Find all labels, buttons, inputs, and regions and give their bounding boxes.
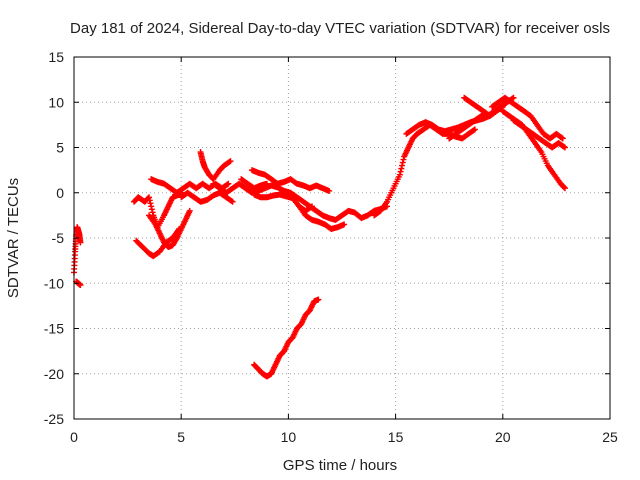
x-axis-ticks: 0 5 10 15 20 25: [70, 57, 618, 445]
x-tick-label: 10: [281, 429, 297, 445]
series-seg-m: [296, 203, 348, 232]
data-point: [227, 158, 234, 165]
data-point: [341, 221, 348, 228]
x-axis-label: GPS time / hours: [283, 457, 397, 474]
y-tick-label: -5: [52, 230, 65, 246]
x-tick-label: 0: [70, 429, 78, 445]
data-point: [228, 198, 235, 205]
x-tick-label: 25: [602, 429, 618, 445]
x-tick-label: 5: [177, 429, 185, 445]
data-point: [559, 135, 566, 142]
y-tick-label: -20: [44, 366, 64, 382]
y-tick-label: -25: [44, 411, 64, 427]
series-seg-h: [197, 149, 234, 183]
data-point: [263, 180, 270, 187]
data-point: [229, 198, 236, 205]
data-point: [77, 239, 84, 246]
data-point: [147, 200, 154, 207]
data-point: [148, 203, 155, 210]
data-point: [471, 126, 478, 133]
data-point: [226, 158, 233, 165]
y-tick-label: 0: [56, 185, 64, 201]
series-seg-r: [461, 94, 493, 119]
data-point: [561, 184, 568, 191]
grid-lines: [74, 57, 610, 419]
series-seg-j: [248, 167, 333, 194]
y-tick-label: -15: [44, 321, 64, 337]
series-seg-t: [499, 108, 568, 192]
data-point: [225, 180, 232, 187]
chart-title: Day 181 of 2024, Sidereal Day-to-day VTE…: [70, 20, 610, 37]
data-point: [315, 296, 322, 303]
data-points: [71, 94, 568, 380]
series-seg-n: [251, 296, 322, 380]
data-point: [558, 134, 565, 141]
data-point: [398, 165, 405, 172]
series-seg-u: [510, 117, 568, 151]
data-point: [148, 206, 155, 213]
y-tick-label: -10: [44, 275, 64, 291]
series-seg-s: [489, 94, 566, 142]
data-point: [307, 204, 314, 211]
data-point: [308, 203, 315, 210]
data-point: [486, 112, 493, 119]
data-point: [146, 194, 153, 201]
data-point: [326, 187, 333, 194]
data-point: [510, 94, 517, 101]
series-seg-e: [146, 207, 193, 251]
data-point: [560, 143, 567, 150]
y-tick-label: 10: [48, 94, 64, 110]
data-point: [224, 181, 231, 188]
y-axis-label: SDTVAR / TECUs: [5, 178, 22, 298]
data-point: [400, 156, 407, 163]
y-tick-label: 5: [56, 140, 64, 156]
series-seg-f: [148, 176, 232, 196]
data-point: [77, 282, 84, 289]
data-point: [149, 209, 156, 216]
y-axis-ticks: -25 -20 -15 -10 -5 0 5 10 15: [44, 49, 610, 427]
data-point: [146, 197, 153, 204]
data-point: [399, 162, 406, 169]
data-point: [561, 185, 568, 192]
series-seg-b: [73, 278, 84, 289]
y-tick-label: 15: [48, 49, 64, 65]
data-point: [397, 168, 404, 175]
data-point: [485, 112, 492, 119]
series-seg-a: [71, 224, 84, 276]
data-point: [399, 159, 406, 166]
data-point: [186, 207, 193, 214]
data-point: [396, 171, 403, 178]
series-seg-g: [178, 189, 236, 205]
x-tick-label: 20: [495, 429, 511, 445]
data-point: [561, 144, 568, 151]
data-point: [470, 127, 477, 134]
series-seg-l: [238, 176, 270, 192]
x-tick-label: 15: [388, 429, 404, 445]
